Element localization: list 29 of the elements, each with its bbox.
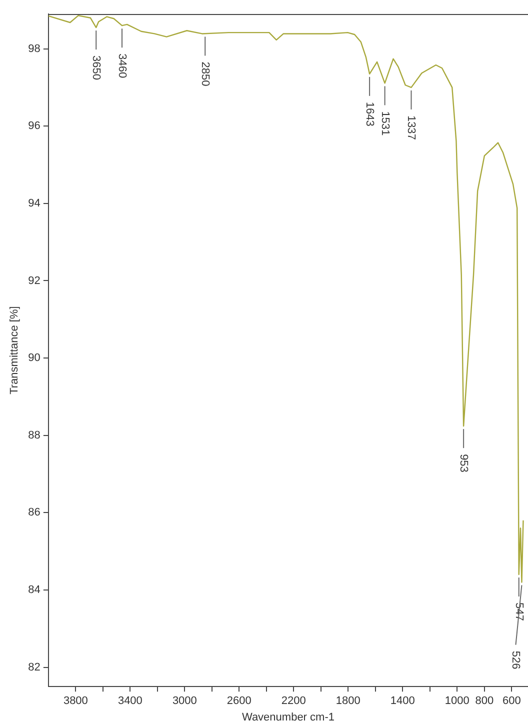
y-tick-label: 96 — [28, 120, 40, 132]
annotation: 3460 — [116, 54, 128, 78]
y-tick-label: 84 — [28, 584, 40, 596]
annotation: 1643 — [364, 102, 376, 126]
annotation: 953 — [458, 454, 470, 472]
y-tick-label: 90 — [28, 352, 40, 364]
annotation: 1531 — [378, 111, 391, 136]
x-tick-label: 2600 — [226, 695, 252, 708]
x-tick-label: 600 — [502, 695, 521, 708]
x-tick-label: 1000 — [444, 695, 470, 708]
x-tick-label: 800 — [475, 695, 494, 708]
annotation: 2850 — [199, 62, 212, 86]
x-tick-label: 1800 — [336, 695, 360, 708]
annotation: 1337 — [405, 115, 418, 140]
y-tick-label: 94 — [28, 197, 40, 210]
x-tick-label: 3000 — [172, 695, 197, 708]
y-axis-title: Transmittance [%] — [8, 306, 21, 394]
x-tick-label: 3800 — [63, 695, 88, 708]
y-tick-label: 98 — [28, 42, 40, 55]
y-tick-label: 82 — [28, 661, 40, 674]
y-tick-label: 86 — [28, 506, 40, 519]
x-tick-label: 2200 — [281, 695, 306, 708]
annotation: 526 — [510, 650, 522, 670]
annotation: 3650 — [90, 56, 102, 80]
x-axis-title: Wavenumber cm-1 — [242, 711, 334, 724]
x-tick-label: 3400 — [118, 695, 142, 708]
y-tick-label: 88 — [28, 429, 40, 442]
x-tick-label: 1400 — [390, 695, 415, 708]
y-tick-label: 92 — [28, 274, 40, 287]
